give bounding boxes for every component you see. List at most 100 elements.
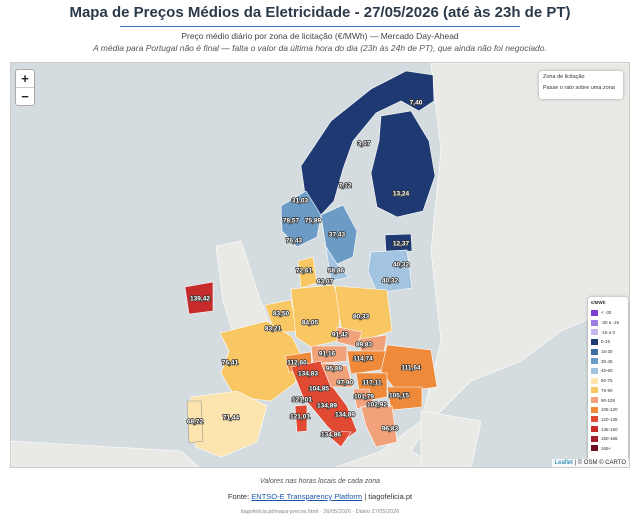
zone-price: 58,86 bbox=[328, 268, 345, 275]
legend-item: 135-150 bbox=[591, 424, 625, 434]
legend-item: 60-75 bbox=[591, 376, 625, 386]
zone-shape[interactable] bbox=[370, 110, 436, 218]
zone-price: 80,33 bbox=[353, 314, 370, 321]
title-rule bbox=[120, 26, 520, 27]
zone-shape[interactable] bbox=[186, 400, 204, 444]
legend-item: 30-45 bbox=[591, 356, 625, 366]
zone-price: 40,32 bbox=[393, 262, 410, 269]
legend-label: 0-15 bbox=[601, 339, 611, 345]
source-link[interactable]: ENTSO-E Transparency Platform bbox=[251, 492, 363, 501]
legend-item: 0-15 bbox=[591, 337, 625, 347]
zone-price: 76,41 bbox=[222, 360, 239, 367]
zone-price: 134,89 bbox=[335, 412, 355, 419]
zoom-in[interactable]: + bbox=[21, 71, 29, 86]
zone-shape[interactable] bbox=[384, 233, 413, 253]
zone-price: 104,85 bbox=[309, 386, 329, 393]
legend-swatch bbox=[591, 367, 598, 374]
legend-item: 45-60 bbox=[591, 366, 625, 376]
legend-swatch bbox=[591, 319, 598, 326]
separator: | bbox=[364, 492, 367, 501]
note: A média para Portugal não é final — falt… bbox=[93, 43, 547, 53]
legend-swatch bbox=[591, 338, 598, 345]
zone-price: 121,01 bbox=[290, 414, 310, 421]
legend-swatch bbox=[591, 377, 598, 384]
legend-label: 60-75 bbox=[601, 378, 613, 384]
land-uk bbox=[215, 240, 270, 334]
zone-price: 83,50 bbox=[273, 311, 290, 318]
zone-shape[interactable] bbox=[360, 405, 398, 448]
zone-price: 91,16 bbox=[319, 351, 336, 358]
zone-shape[interactable] bbox=[367, 249, 413, 294]
legend-label: -15 a 0 bbox=[601, 329, 616, 335]
zone-shape[interactable] bbox=[280, 190, 322, 248]
zone-price: 134,83 bbox=[298, 371, 318, 378]
zone-price: 7,12 bbox=[339, 183, 352, 190]
zone-price: 84,05 bbox=[302, 320, 319, 327]
zone-shape[interactable] bbox=[300, 70, 435, 216]
legend-label: 75-90 bbox=[601, 387, 613, 393]
zone-shape[interactable] bbox=[297, 256, 318, 289]
zone-price: 121,01 bbox=[292, 397, 312, 404]
zone-price: 3,07 bbox=[358, 141, 371, 148]
zone-price: 95,88 bbox=[326, 366, 343, 373]
legend-swatch bbox=[591, 406, 598, 413]
zone-shape[interactable] bbox=[386, 386, 423, 411]
zone-price: 63,07 bbox=[317, 279, 334, 286]
legend-item: 15-30 bbox=[591, 347, 625, 357]
zone-price: 134,89 bbox=[317, 403, 337, 410]
zone-shape[interactable] bbox=[322, 430, 352, 448]
legend-swatch bbox=[591, 387, 598, 394]
legend-swatch bbox=[591, 416, 598, 423]
info-title: Zona de licitação bbox=[543, 74, 585, 80]
zone-labels: 7,40 3,07 7,12 13,24 31,03 78,57 75,89 37,43 76,… bbox=[186, 99, 423, 440]
legend-item: 105-120 bbox=[591, 405, 625, 415]
leaflet-link[interactable]: Leaflet bbox=[554, 460, 573, 466]
zone-price: 12,37 bbox=[393, 241, 410, 248]
land-south bbox=[11, 410, 482, 467]
legend-title: €/MWh bbox=[591, 300, 606, 305]
timezone-note: Valores nas horas locais de cada zona bbox=[260, 478, 380, 485]
zone-price: 31,03 bbox=[292, 198, 309, 205]
zone-shape[interactable] bbox=[184, 281, 214, 315]
zone-price: 102,92 bbox=[367, 402, 387, 409]
legend-item: < -30 bbox=[591, 308, 625, 318]
zone-shape[interactable] bbox=[310, 345, 348, 365]
legend-swatch bbox=[591, 445, 598, 452]
legend-label: -30 a -15 bbox=[601, 320, 620, 326]
zone-shape[interactable] bbox=[294, 404, 308, 433]
zone-price: 40,32 bbox=[382, 278, 399, 285]
zone-shape[interactable] bbox=[320, 362, 354, 388]
map[interactable]: 7,40 3,07 7,12 13,24 31,03 78,57 75,89 37,43 76,… bbox=[10, 62, 630, 468]
zone-shape[interactable] bbox=[334, 285, 393, 342]
legend-item: 150-165 bbox=[591, 434, 625, 444]
legend-swatch bbox=[591, 358, 598, 365]
zone-price: 114,74 bbox=[353, 356, 373, 363]
zone-price: 89,83 bbox=[356, 342, 373, 349]
legend-item: -30 a -15 bbox=[591, 318, 625, 328]
credits: | © OSM © CARTO bbox=[574, 460, 626, 466]
zone-price: 37,43 bbox=[329, 232, 346, 239]
legend-item: 90-105 bbox=[591, 395, 625, 405]
map-canvas: 7,40 3,07 7,12 13,24 31,03 78,57 75,89 37,43 76,… bbox=[11, 63, 629, 467]
zone-price: 76,43 bbox=[286, 238, 303, 245]
zone-shape[interactable] bbox=[352, 388, 374, 410]
legend-item: 75-90 bbox=[591, 386, 625, 396]
legend-label: < -30 bbox=[601, 310, 612, 316]
source-prefix: Fonte: bbox=[227, 492, 250, 501]
legend-item: 120-135 bbox=[591, 415, 625, 425]
zone-shape[interactable] bbox=[219, 320, 303, 402]
zone-shape[interactable] bbox=[325, 246, 350, 282]
zoom-out[interactable]: − bbox=[16, 87, 34, 105]
legend-label: 30-45 bbox=[601, 358, 613, 364]
legend-swatch bbox=[591, 329, 598, 336]
zone-price: 91,42 bbox=[332, 332, 349, 339]
zone-shape[interactable] bbox=[336, 326, 363, 348]
legend-label: 45-60 bbox=[601, 368, 613, 374]
legend-swatch bbox=[591, 309, 598, 316]
site[interactable]: tiagofelicia.pt bbox=[368, 492, 413, 501]
zone-price: 105,15 bbox=[389, 393, 409, 400]
attribution: Leaflet | © OSM © CARTO bbox=[551, 459, 629, 467]
legend-swatch bbox=[591, 426, 598, 433]
source: Fonte: ENTSO-E Transparency Platform | t… bbox=[0, 492, 640, 501]
